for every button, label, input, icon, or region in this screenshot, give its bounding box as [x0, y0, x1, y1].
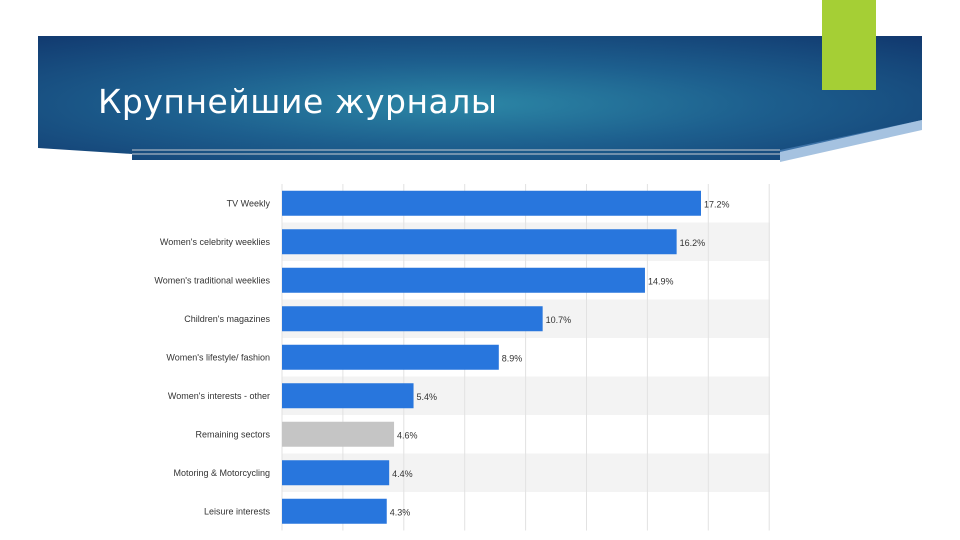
bar: [282, 498, 387, 524]
value-label: 5.4%: [417, 392, 438, 402]
value-labels: 17.2% 16.2% 14.9% 10.7% 8.9% 5.4% 4.6% 4.4% 4.3%: [390, 199, 730, 517]
value-label: 10.7%: [546, 315, 572, 325]
bar-chart: TV Weekly Women's celebrity weeklies Women…: [154, 184, 770, 531]
category-label: Motoring & Motorcycling: [173, 468, 270, 478]
value-label: 8.9%: [502, 353, 523, 363]
category-label: Children's magazines: [184, 314, 270, 324]
category-label: Remaining sectors: [195, 429, 270, 439]
bar: [282, 229, 677, 255]
bar-series: [282, 190, 701, 524]
category-label: TV Weekly: [227, 198, 271, 208]
category-label: Women's lifestyle/ fashion: [166, 352, 270, 362]
category-label: Women's celebrity weeklies: [160, 237, 271, 247]
bar: [282, 344, 499, 370]
bar: [282, 460, 390, 486]
bar: [282, 421, 395, 447]
category-label: Leisure interests: [204, 506, 271, 516]
category-labels: TV Weekly Women's celebrity weeklies Women…: [154, 198, 270, 516]
value-label: 4.3%: [390, 507, 411, 517]
accent-block: [822, 0, 876, 90]
category-label: Women's traditional weeklies: [154, 275, 270, 285]
bar: [282, 267, 645, 293]
value-label: 4.6%: [397, 430, 418, 440]
value-label: 17.2%: [704, 199, 730, 209]
header-banner: [38, 36, 922, 160]
value-label: 16.2%: [680, 238, 706, 248]
value-label: 14.9%: [648, 276, 674, 286]
bar: [282, 306, 543, 332]
header-swoosh: [780, 120, 922, 162]
value-label: 4.4%: [392, 469, 413, 479]
category-label: Women's interests - other: [168, 391, 270, 401]
bar: [282, 190, 701, 216]
slide-header: [38, 36, 922, 162]
page-title: Крупнейшие журналы: [98, 82, 498, 121]
bar: [282, 383, 414, 409]
